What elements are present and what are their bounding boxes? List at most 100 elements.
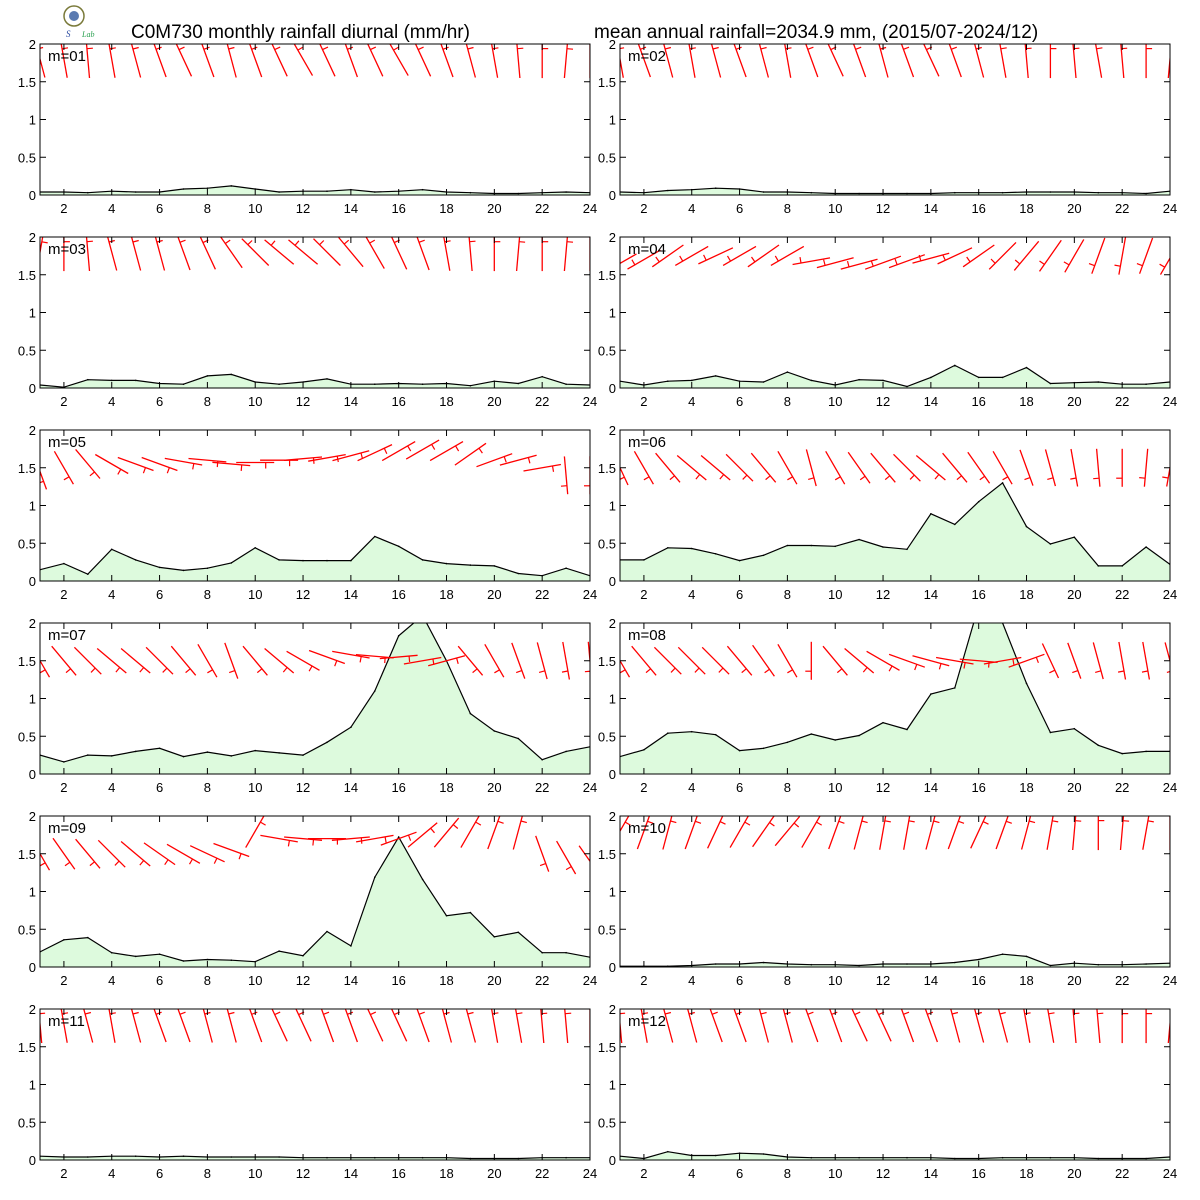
wind-barb: [249, 44, 263, 78]
wind-barb: [338, 237, 364, 268]
wind-barb: [177, 237, 191, 271]
y-tick-label: 2: [609, 37, 616, 52]
y-tick-label: 0.5: [18, 1115, 36, 1130]
wind-barb: [465, 1009, 477, 1043]
wind-barb: [260, 834, 298, 843]
rainfall-area: [620, 954, 1170, 967]
wind-barb: [428, 655, 466, 667]
wind-barb: [271, 1009, 288, 1042]
wind-barb: [154, 237, 166, 271]
wind-barb: [60, 1009, 68, 1043]
wind-barb-feather: [1063, 261, 1070, 266]
wind-barb-feather: [903, 1011, 910, 1015]
wind-barb-feather: [247, 240, 253, 246]
data-point: [302, 559, 304, 562]
wind-barb: [332, 450, 370, 462]
wind-barb: [758, 44, 770, 78]
wind-barb-feather: [787, 476, 793, 481]
x-tick-label: 22: [535, 587, 549, 602]
wind-barb: [924, 1009, 939, 1043]
y-tick-label: 2: [29, 423, 36, 438]
y-tick-label: 0: [29, 574, 36, 589]
wind-barb: [770, 245, 805, 266]
panel-m=03: 00.511.522 4 6 8 10 12 14 16 18 20 22 24m=03: [18, 230, 597, 409]
data-point: [565, 567, 567, 569]
data-point: [493, 936, 496, 938]
data-point: [541, 375, 543, 378]
data-point: [158, 566, 161, 569]
x-tick-label: 24: [583, 780, 597, 795]
wind-barb-feather: [155, 46, 162, 50]
wind-barb-feather: [807, 46, 814, 50]
data-point: [182, 569, 185, 572]
wind-barb: [774, 816, 801, 847]
wind-barb-feather: [417, 46, 424, 51]
wind-barb-feather: [308, 665, 313, 672]
data-point: [858, 378, 860, 381]
wind-barb-feather: [516, 1012, 523, 1015]
data-point: [206, 751, 209, 753]
data-point: [1001, 482, 1004, 484]
y-tick-label: 1.5: [598, 1040, 616, 1055]
data-point: [374, 191, 376, 193]
month-label: m=12: [628, 1013, 666, 1030]
wind-barb: [912, 655, 950, 667]
wind-barb-feather: [224, 239, 231, 244]
x-tick-label: 14: [344, 201, 358, 216]
data-point: [469, 384, 472, 387]
wind-barb-feather: [472, 668, 478, 674]
data-point: [469, 191, 472, 194]
x-tick-label: 10: [248, 780, 262, 795]
y-tick-label: 0.5: [598, 922, 616, 937]
wind-barb-feather: [884, 475, 891, 481]
data-point: [954, 523, 956, 526]
wind-barb: [915, 455, 946, 481]
data-point: [1073, 536, 1076, 538]
wind-barbs: [620, 641, 1170, 680]
wind-barb: [130, 237, 142, 271]
data-point: [1097, 381, 1100, 383]
wind-barb-feather: [203, 46, 210, 50]
data-point: [517, 192, 520, 195]
data-point: [278, 752, 280, 754]
wind-barb-feather: [515, 670, 523, 674]
x-tick-label: 20: [1067, 587, 1081, 602]
wind-barb: [264, 648, 295, 674]
wind-barb-feather: [228, 46, 235, 50]
wind-barb-feather: [117, 468, 122, 475]
rainfall-area: [40, 374, 590, 388]
data-point: [517, 931, 520, 934]
data-point: [469, 1157, 472, 1160]
x-tick-label: 4: [108, 973, 115, 988]
plot-frame: [619, 1008, 1171, 1161]
wind-barb: [997, 1009, 1009, 1043]
data-point: [445, 914, 448, 917]
wind-barb: [866, 650, 900, 671]
wind-barb: [879, 816, 887, 850]
data-point: [906, 548, 908, 551]
wind-barbs: [620, 1009, 1170, 1044]
wind-barb-feather: [1097, 1012, 1104, 1015]
wind-barb: [1138, 237, 1154, 274]
wind-barb-feather: [497, 820, 504, 824]
wind-barb: [805, 1009, 819, 1043]
y-tick-label: 1: [29, 692, 36, 707]
wind-barb: [878, 44, 889, 78]
wind-barb-feather: [179, 239, 186, 243]
wind-barb: [308, 649, 346, 665]
data-point: [1145, 192, 1147, 195]
wind-barb-feather: [807, 1011, 814, 1015]
wind-barb: [1164, 642, 1170, 664]
wind-barb: [1166, 464, 1170, 487]
wind-barb: [120, 841, 151, 867]
wind-barb-feather: [956, 475, 962, 481]
wind-barb-feather: [164, 859, 169, 866]
wind-barb-feather: [65, 668, 71, 674]
data-point: [1001, 953, 1004, 955]
wind-barb: [295, 1009, 312, 1042]
wind-barb-feather: [862, 667, 868, 673]
x-tick-label: 8: [784, 201, 791, 216]
data-point: [110, 548, 113, 551]
wind-barb-feather: [370, 46, 377, 51]
